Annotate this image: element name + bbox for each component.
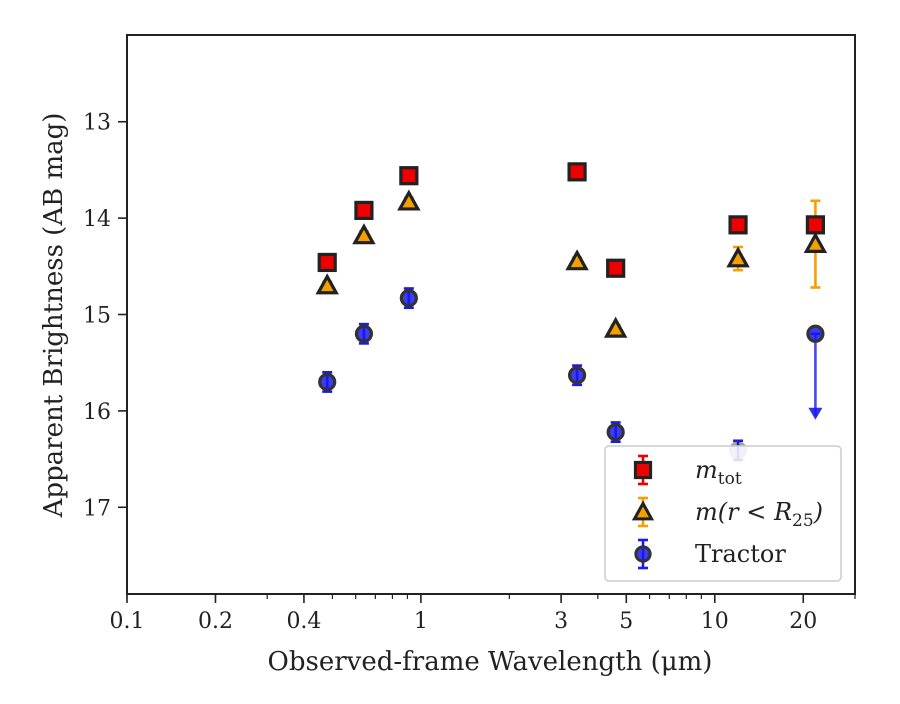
x-tick-label: 1 xyxy=(414,609,428,634)
circle-point xyxy=(399,289,418,308)
circle-point xyxy=(567,366,587,385)
circle-point xyxy=(606,422,625,442)
circle-point xyxy=(354,324,374,343)
legend-label: m(r < R25) xyxy=(695,498,823,531)
triangle-point xyxy=(315,273,339,295)
legend-box xyxy=(604,445,842,582)
y-tick-label: 13 xyxy=(83,111,111,136)
x-tick-label: 10 xyxy=(701,609,729,634)
x-tick-label: 3 xyxy=(554,609,568,634)
circle-upper-limit-arrow xyxy=(808,332,823,420)
legend: mtot m(r < R25) Tractor xyxy=(604,445,842,582)
x-tick-label: 0.1 xyxy=(110,609,145,634)
square-point xyxy=(399,166,419,186)
y-tick-label: 14 xyxy=(83,207,111,232)
square-point xyxy=(567,162,587,182)
square-point xyxy=(317,252,337,273)
square-point xyxy=(606,258,626,278)
legend-label: Tractor xyxy=(695,540,786,568)
triangle-point xyxy=(803,231,828,253)
y-tick-label: 17 xyxy=(83,496,111,521)
triangle-point xyxy=(397,189,421,211)
legend-label: mtot xyxy=(695,456,742,489)
legend-triangle-marker xyxy=(631,500,655,521)
y-tick-label: 15 xyxy=(83,304,111,329)
legend-square-marker xyxy=(633,460,653,480)
triangle-point xyxy=(565,249,589,271)
square-point xyxy=(354,200,374,221)
triangle-point xyxy=(726,246,750,268)
x-tick-label: 0.2 xyxy=(198,609,233,634)
square-point xyxy=(728,215,748,235)
x-axis-label: Observed-frame Wavelength (μm) xyxy=(268,647,713,677)
x-tick-label: 20 xyxy=(789,609,817,634)
x-tick-label: 5 xyxy=(619,609,633,634)
legend-circle-marker xyxy=(634,545,652,563)
circle-point xyxy=(806,324,825,343)
x-tick-label: 0.4 xyxy=(286,609,321,634)
square-point xyxy=(805,215,826,235)
triangle-point xyxy=(603,316,628,338)
triangle-point xyxy=(352,223,376,245)
y-tick-label: 16 xyxy=(83,400,111,425)
y-axis-label: Apparent Brightness (AB mag) xyxy=(39,113,69,519)
circle-point xyxy=(318,372,337,392)
